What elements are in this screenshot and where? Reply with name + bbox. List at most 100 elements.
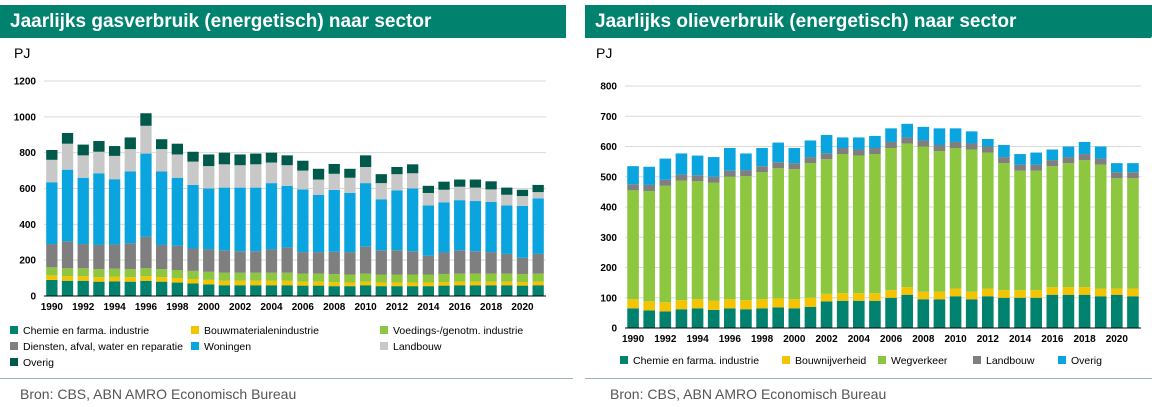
gas-bar-segment [516, 205, 529, 258]
oil-bar-segment [1062, 287, 1075, 295]
gas-bar-segment [532, 198, 544, 254]
oil-bar-segment [804, 297, 817, 307]
oil-bar-segment [1078, 160, 1091, 288]
gas-bar-segment [250, 285, 262, 296]
gas-bar-segment [218, 250, 231, 273]
gas-bar-segment [469, 201, 482, 252]
gas-bar-segment [140, 236, 152, 269]
gas-y-tick-label: 0 [30, 292, 36, 303]
oil-bar-segment [643, 310, 655, 328]
gas-bar-segment [328, 274, 340, 283]
gas-bar-segment [218, 152, 231, 165]
gas-bar-segment [501, 194, 513, 206]
gas-bar-segment [77, 268, 89, 277]
oil-bar-segment [949, 141, 962, 149]
gas-bar-segment [407, 164, 419, 174]
gas-bar-segment [108, 179, 121, 245]
oil-bar-segment [627, 190, 639, 300]
gas-bar-segment [344, 286, 356, 296]
gas-bar-segment [234, 285, 246, 296]
gas-chart-title: Jaarlijks gasverbruik (energetisch) naar… [0, 5, 566, 38]
gas-source: Bron: CBS, ABN AMRO Economisch Bureau [20, 386, 297, 402]
gas-bar-segment [454, 200, 466, 251]
gas-legend-item: Woningen [191, 341, 251, 353]
gas-bar-segment [469, 281, 482, 286]
gas-bar-segment [124, 137, 136, 150]
oil-bar-segment [627, 184, 639, 191]
oil-bar-segment [772, 168, 784, 299]
oil-bar-segment [691, 181, 704, 300]
oil-bar-segment [965, 143, 978, 150]
gas-bar-segment [171, 278, 183, 283]
oil-bar-segment [1062, 146, 1075, 158]
gas-bar-segment [501, 187, 513, 195]
gas-bar-segment [501, 253, 513, 274]
oil-bar-segment [1111, 163, 1123, 173]
gas-bar-segment [297, 252, 309, 274]
oil-x-tick-label: 2014 [1009, 334, 1032, 345]
gas-bar-segment [156, 149, 168, 172]
gas-bar-segment [359, 167, 372, 184]
gas-legend-label: Voedings-/genotm. industrie [393, 325, 524, 337]
gas-bar-segment [218, 272, 231, 281]
oil-bar-segment [982, 288, 994, 297]
gas-bar-segment [77, 155, 89, 178]
gas-bar-segment [93, 281, 105, 296]
gas-x-tick-label: 2008 [323, 302, 346, 313]
gas-bar-segment [516, 257, 529, 274]
gas-bar-segment [344, 274, 356, 283]
oil-bar-segment [691, 308, 704, 328]
oil-bar-segment [901, 143, 913, 288]
oil-bar-segment [1014, 154, 1026, 165]
gas-bar-segment [61, 241, 74, 269]
gas-x-tick-label: 1998 [166, 302, 189, 313]
gas-bar-segment [532, 273, 544, 282]
oil-bar-segment [836, 148, 849, 155]
gas-bar-segment [375, 174, 387, 184]
gas-legend-swatch [10, 342, 18, 351]
oil-bar-segment [998, 144, 1010, 158]
oil-bar-segment [804, 163, 817, 298]
oil-bar-segment [675, 300, 688, 310]
gas-bar-segment [46, 244, 58, 268]
gas-bar-segment [438, 252, 450, 274]
gas-x-tick-label: 1992 [72, 302, 95, 313]
gas-bar-segment [328, 251, 340, 275]
gas-legend-label: Chemie en farma. industrie [23, 325, 150, 337]
oil-bar-segment [901, 287, 913, 295]
gas-bar-segment [265, 152, 278, 163]
gas-bar-segment [250, 272, 262, 281]
oil-bar-segment [1030, 152, 1042, 165]
gas-legend-swatch [191, 342, 199, 351]
gas-bar-segment [218, 187, 231, 251]
oil-legend-label: Chemie en farma. industrie [633, 355, 760, 367]
gas-bar-segment [234, 280, 246, 286]
gas-bar-segment [516, 285, 529, 296]
oil-y-tick-label: 500 [600, 172, 617, 183]
oil-x-tick-label: 2020 [1106, 334, 1129, 345]
oil-bar-segment [836, 293, 849, 301]
oil-x-tick-label: 1990 [622, 334, 645, 345]
gas-bar-segment [407, 188, 419, 252]
gas-y-tick-label: 800 [19, 148, 36, 159]
oil-x-tick-label: 2004 [848, 334, 871, 345]
gas-bar-segment [391, 174, 403, 191]
gas-bar-segment [108, 281, 121, 296]
oil-bar-segment [869, 148, 881, 155]
gas-bar-segment [359, 183, 372, 247]
gas-bar-segment [46, 275, 58, 280]
gas-legend-item: Landbouw [380, 341, 441, 353]
gas-legend-swatch [10, 326, 18, 335]
gas-bar-segment [516, 189, 529, 197]
oil-chart-title: Jaarlijks olieverbruik (energetisch) naa… [585, 5, 1151, 38]
gas-legend-item: Chemie en farma. industrie [10, 325, 149, 337]
gas-bar-segment [93, 173, 105, 245]
oil-bar-segment [820, 159, 833, 294]
oil-bar-segment [933, 128, 946, 145]
gas-bar-segment [532, 281, 544, 286]
gas-bar-segment [124, 171, 136, 244]
gas-bar-segment [77, 244, 89, 269]
gas-x-tick-label: 2002 [229, 302, 252, 313]
gas-bar-segment [454, 285, 466, 296]
oil-bar-segment [1127, 172, 1139, 179]
